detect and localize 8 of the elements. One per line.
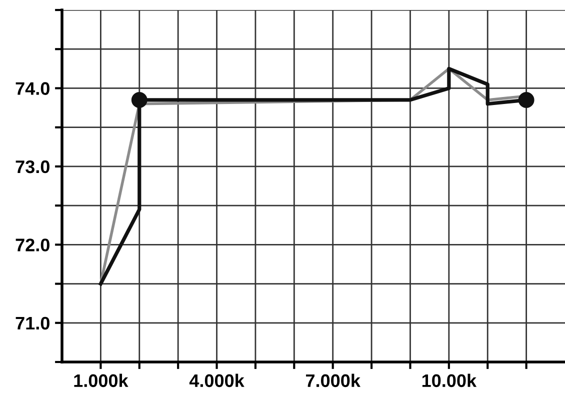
y-tick-label: 73.0	[16, 160, 50, 174]
y-tick-label: 74.0	[16, 82, 50, 95]
x-tick-label: 1.000k	[74, 374, 128, 388]
x-tick-label: 7.000k	[306, 374, 360, 388]
y-tick-label: 71.0	[16, 316, 50, 330]
y-tick-label: 72.0	[16, 238, 50, 252]
x-tick-label: 10.00k	[422, 374, 477, 388]
x-tick-label: 4.000k	[189, 374, 244, 388]
